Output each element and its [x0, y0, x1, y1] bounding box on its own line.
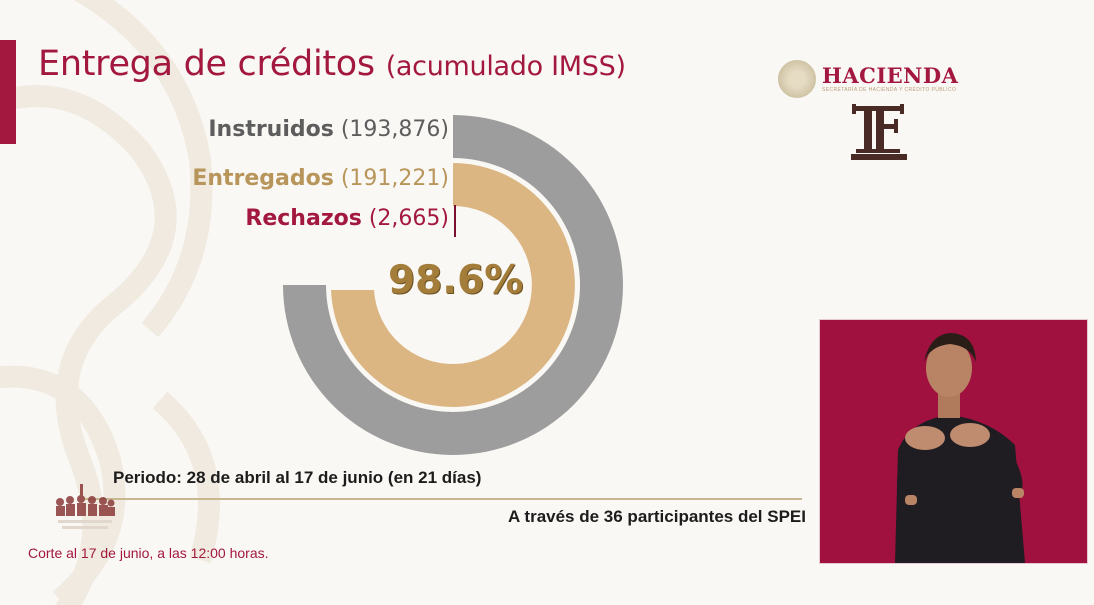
legend-value: (193,876): [340, 117, 449, 142]
hacienda-logo: HACIENDA SECRETARÍA DE HACIENDA Y CRÉDIT…: [778, 60, 958, 98]
slide-title: Entrega de créditos (acumulado IMSS): [38, 44, 626, 84]
legend-label: Entregados: [192, 166, 334, 191]
title-main: Entrega de créditos: [38, 44, 375, 84]
entregados-ring: [331, 163, 575, 407]
hacienda-subtitle: SECRETARÍA DE HACIENDA Y CRÉDITO PÚBLICO: [822, 87, 957, 93]
cutoff-text: Corte al 17 de junio, a las 12:00 horas.: [28, 545, 269, 561]
background-pattern: [0, 0, 220, 605]
tf-logo-icon: [851, 104, 907, 160]
accent-bar: [0, 40, 16, 144]
center-percentage: 98.6%: [388, 258, 524, 303]
title-suffix: (acumulado IMSS): [385, 51, 626, 82]
historic-figures-logo-icon: [56, 484, 115, 529]
participants-text: A través de 36 participantes del SPEI: [508, 507, 806, 526]
legend-label: Rechazos: [245, 206, 362, 231]
legend-rechazos: Rechazos (2,665): [245, 206, 449, 231]
legend-value: (191,221): [340, 166, 449, 191]
legend-label: Instruidos: [208, 117, 334, 142]
period-text: Periodo: 28 de abril al 17 de junio (en …: [113, 468, 482, 487]
legend-value: (2,665): [368, 206, 449, 231]
divider-line: [84, 498, 802, 500]
interpreter-figure: [895, 333, 1025, 563]
rechazos-bar: [454, 205, 456, 237]
national-seal-icon: [778, 60, 816, 98]
hacienda-title: HACIENDA: [822, 63, 959, 88]
sign-language-interpreter-video: [819, 319, 1088, 564]
legend-instruidos: Instruidos (193,876): [208, 117, 449, 142]
legend-entregados: Entregados (191,221): [192, 166, 449, 191]
